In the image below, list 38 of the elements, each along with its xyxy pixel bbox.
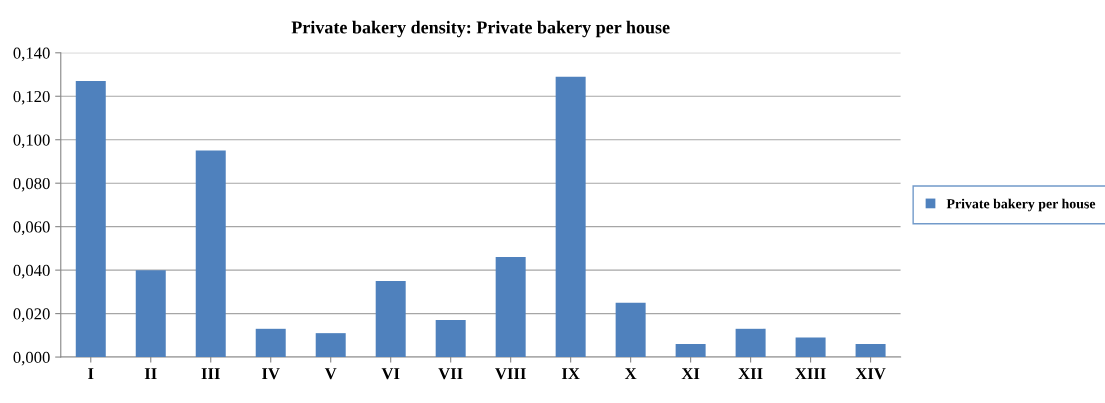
x-tick-label: VI — [381, 368, 400, 380]
x-tick-label: II — [144, 368, 157, 380]
x-tick-label: XII — [738, 368, 763, 380]
y-tick-label: 0,080 — [13, 177, 50, 192]
x-tick-label: XIII — [795, 368, 826, 380]
bar — [615, 302, 646, 358]
y-tick-label: 0,020 — [13, 308, 50, 322]
bar — [255, 328, 286, 358]
bar — [855, 344, 886, 358]
bar — [675, 344, 706, 358]
legend-label: Private bakery per house — [946, 198, 1096, 212]
bar — [435, 320, 466, 358]
x-tick-label: IV — [262, 368, 280, 380]
bar — [555, 76, 586, 358]
x-tick-label: XIV — [855, 368, 886, 380]
y-tick-label: 0,040 — [13, 264, 50, 279]
bar — [495, 257, 526, 358]
bar — [795, 337, 826, 358]
x-tick-label: VII — [438, 368, 463, 380]
y-tick-label: 0,140 — [13, 47, 50, 62]
bar — [195, 150, 226, 358]
y-tick-label: 0,000 — [13, 351, 50, 366]
y-tick-label: 0,060 — [13, 221, 50, 235]
x-tick-label: IX — [561, 368, 580, 380]
x-tick-label: III — [201, 368, 220, 380]
bar — [135, 270, 166, 358]
bar — [75, 81, 106, 358]
bar — [315, 333, 346, 358]
x-tick-label: I — [88, 368, 94, 380]
bar — [375, 280, 406, 358]
x-tick-label: X — [624, 368, 637, 380]
bar — [735, 328, 766, 358]
chart-title: Private bakery density: Private bakery per house — [291, 20, 670, 38]
x-tick-label: V — [324, 368, 337, 380]
x-tick-label: VIII — [495, 368, 526, 380]
y-tick-label: 0,120 — [13, 90, 50, 105]
y-tick-label: 0,100 — [13, 134, 50, 149]
x-tick-label: XI — [681, 368, 700, 380]
